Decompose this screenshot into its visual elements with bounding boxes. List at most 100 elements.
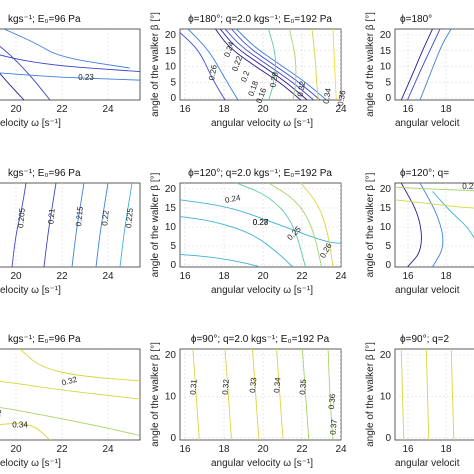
x-axis-label: angular velocity ω [s⁻¹] [211, 118, 313, 129]
contour-label: 0.2 [239, 69, 251, 83]
x-tick-label: 20 [10, 271, 22, 282]
contour-line [268, 29, 276, 100]
contour-lines [192, 349, 334, 440]
contour-line [180, 216, 294, 267]
y-tick-label: 10 [380, 392, 392, 403]
contour-line [419, 183, 444, 267]
contour-line [425, 349, 430, 440]
contour-line [400, 349, 405, 440]
contour-panel-row3-right: 16 18 0 10 20 ϕ=90°; q=2 angular velocit angle … [365, 334, 474, 469]
x-tick-label: 20 [10, 104, 22, 115]
contour-label: 0.205 [16, 207, 27, 228]
y-tick-label: 5 [170, 241, 176, 252]
plot-area [394, 182, 474, 268]
contour-line [332, 29, 337, 100]
x-axis-label: angular velocity ω [s⁻¹] [211, 458, 313, 469]
y-tick-label: 5 [170, 77, 176, 88]
contour-lines [180, 29, 337, 100]
panel-title: ϕ=120°; q= [400, 168, 449, 179]
y-tick-label: 10 [165, 392, 177, 403]
contour-line [0, 45, 51, 100]
contour-line [180, 253, 261, 267]
contour-label: 0.37 [329, 418, 339, 435]
x-tick-label: 22 [56, 271, 68, 282]
contour-line [11, 183, 27, 267]
contour-line [3, 29, 131, 69]
x-tick-label: 20 [257, 271, 269, 282]
contour-line [301, 349, 310, 440]
contour-line [432, 191, 474, 239]
y-tick-label: 5 [385, 77, 391, 88]
x-tick-label: 22 [296, 104, 308, 115]
contour-line [300, 183, 334, 267]
x-axis-label: angular velocit [395, 458, 460, 469]
x-tick-label: 20 [257, 104, 269, 115]
contour-line [419, 29, 452, 100]
contour-label: 0.215 [74, 205, 85, 226]
contour-lines [0, 349, 140, 440]
contour-line [180, 32, 226, 100]
contour-line [236, 183, 307, 267]
panel-title: ϕ=90°; q=2 [400, 334, 450, 345]
y-tick-label: 0 [170, 433, 176, 444]
x-tick-label: 24 [102, 271, 114, 282]
x-tick-label: 24 [102, 104, 114, 115]
contour-line [0, 423, 51, 440]
contour-label: 0.32 [221, 378, 231, 395]
x-tick-label: 18 [440, 271, 452, 282]
contour-lines [395, 183, 474, 267]
x-tick-label: 18 [218, 104, 230, 115]
x-tick-label: 24 [335, 271, 347, 282]
contour-panel-row1-center: 0.240.220.20.180.160.26 0.280.32 0.34 0.361… [150, 12, 348, 129]
x-tick-label: 16 [402, 271, 414, 282]
contour-label: 0.24 [224, 193, 241, 205]
contour-label: 0.36 [336, 89, 348, 106]
contour-label: 0.36 [327, 393, 337, 410]
y-tick-label: 20 [380, 30, 392, 41]
y-tick-label: 10 [380, 62, 392, 73]
x-tick-label: 20 [10, 444, 22, 455]
grid [15, 349, 109, 440]
y-tick-label: 15 [165, 203, 177, 214]
contour-line [180, 199, 341, 244]
y-tick-label: 0 [385, 93, 391, 104]
y-tick-label: 0 [385, 433, 391, 444]
contour-line [0, 72, 25, 100]
contour-line [95, 183, 109, 267]
contour-label: 0.35 [298, 378, 308, 395]
contour-line [187, 29, 239, 100]
x-tick-label: 18 [218, 271, 230, 282]
contour-lines [0, 29, 140, 100]
contour-line [192, 349, 200, 440]
contour-line [0, 407, 140, 436]
contour-lines [400, 29, 452, 100]
plot-area [394, 28, 474, 101]
contour-line [224, 349, 232, 440]
contour-line [400, 29, 433, 100]
contour-line [400, 183, 422, 267]
contour-panel-row2-left: 0.205 0.21 0.215 0.22 0.225 20 22 24 kgs⁻¹; E₀=9… [0, 168, 141, 296]
contour-label: 0.21 [46, 208, 56, 225]
contour-panel-row1-right: 16 18 0 5 10 15 20 ϕ=180° angular velocit angle o… [365, 12, 474, 129]
contour-line [43, 183, 57, 267]
panel-title: kgs⁻¹; E₀=96 Pa [8, 14, 81, 25]
y-tick-label: 10 [165, 222, 177, 233]
contour-panel-row2-right: 0.28 16 18 0 5 10 15 20 ϕ=120°; q= angular veloci… [365, 168, 474, 296]
plot-area [0, 28, 141, 101]
y-tick-label: 5 [385, 241, 391, 252]
x-axis-label: elocity ω [s⁻¹] [0, 285, 61, 296]
y-axis-label: angle of the walker β [°] [365, 172, 376, 277]
x-tick-label: 16 [179, 104, 191, 115]
y-tick-label: 20 [165, 350, 177, 361]
plot-area [394, 348, 474, 441]
contour-label: 0.32 [61, 375, 79, 388]
grid [395, 183, 474, 267]
contour-line [0, 380, 140, 400]
y-axis-label: angle of the walker β [°] [365, 342, 376, 447]
x-tick-label: 22 [296, 444, 308, 455]
contour-line [0, 72, 140, 81]
contour-panel-row1-left: 0.23 20 22 24 kgs⁻¹; E₀=96 Pa elocity ω [s⁻¹] [0, 14, 141, 129]
y-axis-label: angle of the walker β [°] [150, 342, 161, 447]
